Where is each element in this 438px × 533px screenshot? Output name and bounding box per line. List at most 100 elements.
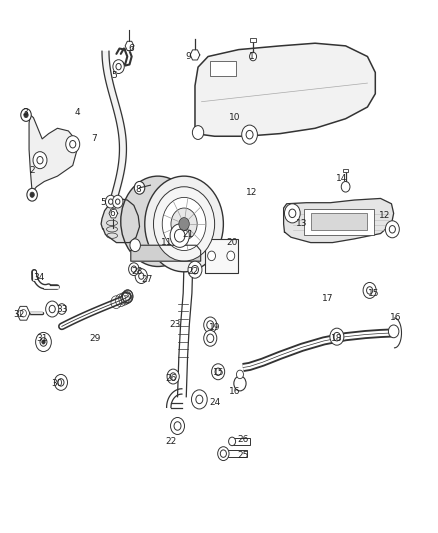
Text: 8: 8 — [135, 185, 141, 194]
Circle shape — [363, 282, 376, 298]
Text: 22: 22 — [166, 438, 177, 447]
Circle shape — [30, 192, 34, 197]
Text: 19: 19 — [209, 323, 220, 332]
Text: 12: 12 — [379, 212, 391, 221]
Circle shape — [218, 447, 229, 461]
Circle shape — [212, 364, 225, 379]
Circle shape — [242, 125, 258, 144]
Circle shape — [33, 152, 47, 168]
Text: 33: 33 — [56, 304, 67, 313]
Polygon shape — [101, 198, 140, 243]
Circle shape — [227, 251, 235, 261]
Circle shape — [21, 109, 31, 122]
Text: 15: 15 — [368, 288, 380, 297]
Circle shape — [170, 417, 184, 434]
Text: 6: 6 — [109, 209, 115, 218]
Circle shape — [389, 325, 399, 338]
Circle shape — [208, 251, 215, 261]
Circle shape — [57, 304, 66, 314]
Circle shape — [113, 195, 123, 208]
Text: 7: 7 — [92, 134, 97, 143]
Circle shape — [196, 395, 203, 403]
Text: 3: 3 — [22, 108, 28, 117]
Polygon shape — [131, 245, 201, 261]
Circle shape — [162, 197, 206, 251]
Circle shape — [188, 261, 202, 278]
Circle shape — [179, 217, 189, 230]
Bar — [311, 213, 367, 230]
Polygon shape — [29, 115, 77, 192]
Text: 24: 24 — [209, 398, 220, 407]
Circle shape — [207, 334, 214, 343]
Circle shape — [170, 373, 176, 380]
Circle shape — [40, 338, 47, 346]
Circle shape — [174, 422, 181, 430]
Circle shape — [135, 269, 148, 284]
Text: 1: 1 — [249, 52, 254, 61]
Circle shape — [109, 199, 113, 204]
Circle shape — [385, 221, 399, 238]
Text: 4: 4 — [74, 108, 80, 117]
Text: 26: 26 — [237, 435, 249, 444]
Circle shape — [341, 181, 350, 192]
Text: 25: 25 — [237, 451, 249, 460]
Circle shape — [66, 136, 80, 153]
Circle shape — [116, 63, 121, 70]
Text: 22: 22 — [187, 268, 198, 276]
Circle shape — [237, 370, 244, 378]
Circle shape — [129, 263, 139, 276]
Text: 6: 6 — [129, 44, 134, 53]
Text: 16: 16 — [229, 387, 240, 396]
Circle shape — [285, 204, 300, 223]
Text: 15: 15 — [213, 368, 225, 377]
Circle shape — [389, 225, 396, 233]
Bar — [232, 438, 250, 445]
Circle shape — [367, 287, 373, 294]
Circle shape — [145, 176, 223, 272]
Circle shape — [171, 208, 197, 240]
Bar — [210, 61, 237, 76]
Circle shape — [27, 188, 37, 201]
Circle shape — [229, 437, 236, 446]
Circle shape — [192, 126, 204, 140]
Text: 10: 10 — [229, 113, 240, 122]
Polygon shape — [109, 209, 118, 218]
Circle shape — [35, 333, 51, 352]
Text: 32: 32 — [13, 310, 25, 319]
Text: 23: 23 — [170, 320, 181, 329]
Circle shape — [116, 199, 120, 204]
Text: 18: 18 — [331, 334, 343, 343]
Text: 26: 26 — [165, 374, 177, 383]
Circle shape — [70, 141, 76, 148]
Text: 30: 30 — [52, 379, 63, 388]
Polygon shape — [195, 43, 375, 136]
Circle shape — [170, 224, 189, 247]
Polygon shape — [190, 50, 200, 60]
Circle shape — [167, 369, 179, 384]
Polygon shape — [284, 198, 394, 243]
Text: 31: 31 — [36, 334, 48, 343]
Text: 13: 13 — [296, 220, 308, 229]
Circle shape — [207, 321, 214, 329]
Circle shape — [191, 390, 207, 409]
Circle shape — [330, 328, 344, 345]
Circle shape — [37, 157, 43, 164]
Text: 2: 2 — [29, 166, 35, 175]
Text: 17: 17 — [322, 294, 334, 303]
Circle shape — [250, 52, 257, 61]
Circle shape — [220, 450, 226, 457]
Circle shape — [113, 60, 124, 74]
Text: 5: 5 — [100, 198, 106, 207]
Bar — [251, 38, 256, 42]
Polygon shape — [17, 306, 30, 320]
Polygon shape — [395, 318, 402, 348]
Circle shape — [246, 131, 253, 139]
Circle shape — [204, 317, 217, 333]
Circle shape — [49, 305, 55, 313]
Circle shape — [42, 340, 45, 344]
Text: 11: 11 — [161, 238, 173, 247]
Circle shape — [46, 301, 59, 317]
Bar — [343, 168, 348, 172]
Text: 12: 12 — [246, 188, 258, 197]
Bar — [304, 209, 374, 235]
